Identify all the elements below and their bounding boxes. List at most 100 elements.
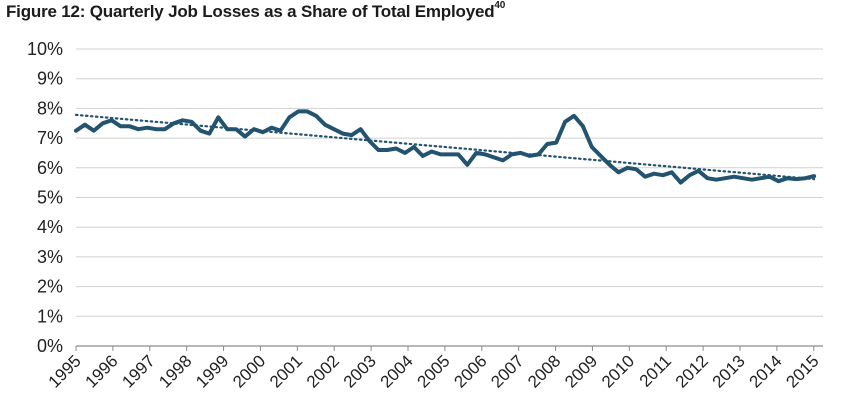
data-point (386, 149, 388, 151)
x-tick-label: 2014 (746, 351, 786, 391)
data-point (813, 175, 815, 177)
y-tick-label: 1% (37, 306, 63, 326)
data-point (164, 128, 166, 130)
x-tick-label: 2004 (377, 351, 417, 391)
y-tick-label: 5% (37, 188, 63, 208)
data-point (608, 164, 611, 166)
x-axis-ticks: 1995199619971998199920002001200220032004… (45, 346, 823, 392)
data-point (288, 116, 291, 118)
x-tick-label: 1995 (45, 351, 85, 391)
x-tick-label: 2000 (229, 351, 269, 391)
data-point (110, 119, 113, 121)
y-tick-label: 0% (37, 336, 63, 356)
data-point (777, 180, 780, 182)
data-point (342, 133, 344, 135)
data-point (324, 124, 326, 126)
data-point (75, 130, 77, 132)
data-point (253, 128, 255, 130)
y-tick-label: 3% (37, 247, 63, 267)
data-point (724, 177, 726, 179)
data-point (155, 128, 157, 130)
data-point (715, 179, 717, 181)
x-tick-label: 2008 (524, 351, 564, 391)
trend-line (74, 113, 816, 181)
data-point (146, 127, 148, 129)
data-point (626, 167, 628, 169)
data-point (173, 122, 175, 124)
data-point (137, 128, 139, 130)
x-tick-label: 2011 (636, 351, 675, 390)
x-tick-label: 1997 (118, 351, 158, 391)
data-point (271, 127, 273, 129)
data-point (511, 153, 513, 156)
y-tick-label: 6% (37, 158, 63, 178)
chart-title: Figure 12: Quarterly Job Losses as a Sha… (6, 0, 505, 22)
x-tick-label: 2002 (303, 351, 343, 391)
y-tick-label: 8% (37, 98, 63, 118)
data-point (448, 153, 451, 156)
data-point (475, 152, 477, 154)
data-point (528, 155, 531, 157)
data-point (591, 146, 593, 148)
data-point (653, 173, 655, 175)
data-point (359, 128, 362, 130)
data-point (413, 146, 415, 148)
data-point (760, 177, 762, 179)
y-tick-label: 4% (37, 217, 63, 237)
data-point (564, 121, 566, 123)
data-point (128, 125, 130, 127)
y-axis-ticks: 0% 1% 2% 3% 4% 5% 6% 7% 8% 9% 10% (27, 39, 63, 356)
data-point (671, 171, 673, 173)
data-point (422, 155, 424, 157)
x-tick-label: 2010 (598, 351, 638, 391)
data-point (84, 124, 86, 126)
data-point (395, 147, 397, 150)
data-point (404, 152, 406, 154)
data-point (484, 153, 486, 156)
data-point (644, 176, 646, 178)
x-tick-label: 2013 (709, 351, 749, 391)
data-point (573, 115, 575, 117)
data-point (440, 153, 442, 156)
x-tick-label: 2001 (266, 351, 306, 391)
data-point (795, 178, 797, 180)
data-point (199, 130, 202, 132)
data-point (102, 122, 104, 124)
series-line (74, 109, 817, 185)
data-point (582, 125, 584, 127)
data-point (208, 133, 210, 135)
data-point (733, 176, 735, 178)
data-point (689, 174, 691, 176)
data-point (244, 136, 246, 138)
data-point (635, 168, 637, 170)
x-tick-label: 2005 (414, 351, 454, 391)
x-tick-label: 1999 (192, 351, 232, 391)
series-lines (74, 109, 817, 185)
data-point (119, 125, 122, 127)
x-tick-label: 2009 (561, 351, 601, 391)
data-point (466, 164, 468, 166)
data-point (457, 153, 459, 156)
data-point (191, 121, 193, 123)
y-tick-label: 7% (37, 128, 63, 148)
data-point (751, 179, 753, 181)
data-point (706, 177, 708, 179)
y-tick-label: 10% (27, 39, 63, 59)
data-point (306, 110, 308, 112)
data-point (680, 182, 682, 184)
data-point (555, 141, 557, 144)
data-point (431, 150, 433, 153)
data-point (600, 155, 602, 157)
y-tick-label: 9% (37, 69, 63, 89)
chart-title-text: Figure 12: Quarterly Job Losses as a Sha… (6, 2, 495, 21)
data-point (315, 115, 317, 117)
data-point (279, 130, 282, 132)
y-tick-label: 2% (37, 277, 63, 297)
data-point (546, 143, 548, 145)
data-point (493, 156, 495, 159)
data-point (182, 119, 184, 121)
data-point (93, 130, 95, 132)
data-point (697, 170, 700, 172)
x-tick-label: 2015 (782, 351, 822, 391)
